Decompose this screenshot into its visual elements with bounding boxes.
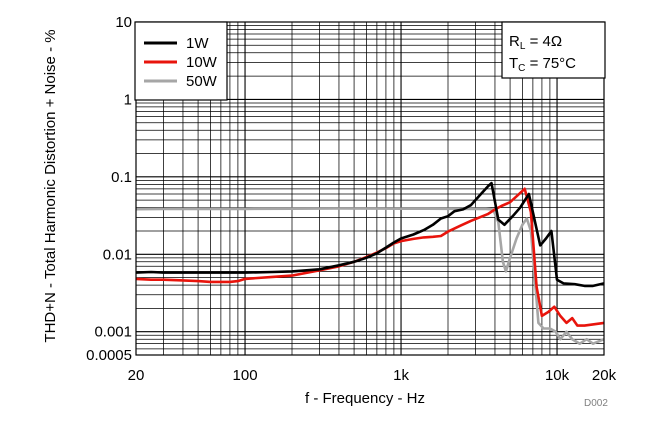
x-tick-label: 100 xyxy=(233,367,258,384)
y-tick-label: 0.0005 xyxy=(86,347,132,364)
y-tick-label: 1 xyxy=(124,91,132,108)
conditions-frame xyxy=(501,21,606,79)
y-axis-label: THD+N - Total Harmonic Distortion + Nois… xyxy=(42,29,59,342)
x-tick-label: 1k xyxy=(393,367,409,384)
y-tick-label: 0.01 xyxy=(103,246,132,263)
series-line-10w xyxy=(135,187,605,327)
conditions-box: RL = 4Ω TC = 75°C xyxy=(501,21,606,79)
plot-frame xyxy=(135,21,605,356)
x-tick-label: 20k xyxy=(592,367,617,384)
legend-label-10w: 10W xyxy=(186,54,218,71)
x-axis-label: f - Frequency - Hz xyxy=(305,390,425,407)
y-tick-label: 0.1 xyxy=(111,169,132,186)
series-lines xyxy=(135,181,605,345)
load-resistance-label: RL = 4Ω xyxy=(509,33,562,52)
case-temperature-label: TC = 75°C xyxy=(509,55,576,74)
series-line-50w xyxy=(135,207,605,345)
y-tick-labels: 10 1 0.1 0.01 0.001 0.0005 xyxy=(86,14,132,364)
x-tick-label: 20 xyxy=(128,367,145,384)
x-tick-labels: 20 100 1k 10k 20k xyxy=(128,367,617,384)
figure-id: D002 xyxy=(584,398,608,409)
y-tick-label: 0.001 xyxy=(94,324,132,341)
y-tick-label: 10 xyxy=(115,14,132,31)
legend-label-50w: 50W xyxy=(186,73,218,90)
x-tick-label: 10k xyxy=(545,367,570,384)
series-line-1w xyxy=(135,181,605,288)
legend: 1W 10W 50W xyxy=(134,21,228,101)
legend-label-1w: 1W xyxy=(186,35,209,52)
